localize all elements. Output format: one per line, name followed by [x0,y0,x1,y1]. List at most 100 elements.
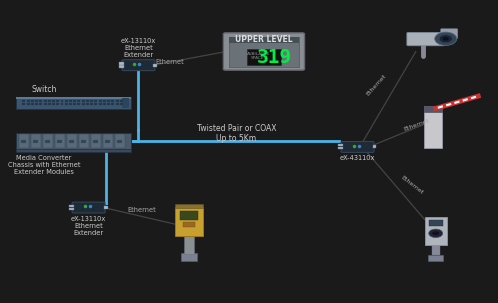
FancyBboxPatch shape [341,142,374,152]
Bar [338,144,343,146]
Bar [45,140,50,143]
FancyBboxPatch shape [223,33,305,70]
Bar [16,97,131,109]
Bar [65,103,68,105]
Bar [44,103,47,105]
Text: Media Converter
Chassis with Ethernet
Extender Modules: Media Converter Chassis with Ethernet Ex… [7,155,80,175]
Text: eX-13110x
Ethernet
Extender: eX-13110x Ethernet Extender [121,38,156,58]
Bar [52,103,55,105]
Bar [79,134,89,148]
Bar [35,103,38,105]
Text: 319: 319 [256,48,291,67]
Bar [16,97,131,99]
Bar [31,100,34,102]
Bar [103,134,113,148]
Bar [119,62,124,65]
Text: Ethernet: Ethernet [400,175,424,195]
Bar [33,140,38,143]
Bar [180,211,198,220]
Text: AVAILABLE: AVAILABLE [248,52,270,56]
Bar [181,253,197,261]
Bar [373,145,376,148]
Bar [99,103,102,105]
Bar [95,103,98,105]
Bar [31,103,34,105]
Bar [229,37,299,43]
Bar [122,98,129,108]
Text: Up to 5Km: Up to 5Km [217,134,256,143]
Bar [86,103,89,105]
Bar [112,100,115,102]
Bar [69,205,74,207]
Bar [56,103,59,105]
Bar [183,222,195,227]
Bar [39,103,42,105]
Bar [112,103,115,105]
Bar [35,100,38,102]
Bar [61,100,64,102]
FancyBboxPatch shape [72,202,105,213]
Bar [48,103,51,105]
Bar [107,103,110,105]
Bar [103,100,106,102]
Bar [69,103,72,105]
Circle shape [432,231,440,236]
Circle shape [429,229,443,238]
Bar [153,64,157,67]
Bar [91,134,101,148]
Text: eX-13110x
Ethernet
Extender: eX-13110x Ethernet Extender [71,216,106,236]
Bar [69,208,74,210]
Bar [67,134,77,148]
Text: Ethernet: Ethernet [366,73,387,96]
Bar [103,103,106,105]
Bar [82,103,85,105]
Bar [57,140,62,143]
Bar [78,103,81,105]
Bar [16,149,131,152]
Bar [26,103,29,105]
Bar [175,207,203,236]
Bar [86,100,89,102]
Text: UPPER LEVEL: UPPER LEVEL [235,35,293,44]
Bar [432,243,440,255]
Bar [26,100,29,102]
Bar [117,140,122,143]
Bar [69,140,74,143]
Bar [338,147,343,149]
Bar [39,100,42,102]
Circle shape [443,37,449,41]
Bar [247,48,281,65]
Bar [81,140,86,143]
Text: Ethernet: Ethernet [155,58,184,65]
Bar [184,234,194,254]
Bar [429,220,443,226]
Text: eX-43110x: eX-43110x [340,155,375,161]
Bar [82,100,85,102]
Bar [21,140,26,143]
Bar [175,204,203,208]
Bar [424,106,442,112]
Bar [105,140,110,143]
Bar [90,100,93,102]
Bar [65,100,68,102]
Bar [104,206,108,209]
Bar [93,140,98,143]
Bar [120,103,123,105]
Bar [44,100,47,102]
Bar [48,100,51,102]
Bar [22,100,25,102]
Bar [119,65,124,68]
Bar [90,103,93,105]
Bar [425,217,447,245]
Text: Ethernet: Ethernet [403,118,431,132]
Bar [73,100,76,102]
Text: Switch: Switch [31,85,56,94]
Bar [229,37,299,67]
Bar [43,134,53,148]
Text: SPACES: SPACES [250,56,267,60]
FancyBboxPatch shape [441,29,458,38]
Bar [61,103,64,105]
Circle shape [435,32,457,45]
Bar [78,100,81,102]
Bar [428,255,443,261]
